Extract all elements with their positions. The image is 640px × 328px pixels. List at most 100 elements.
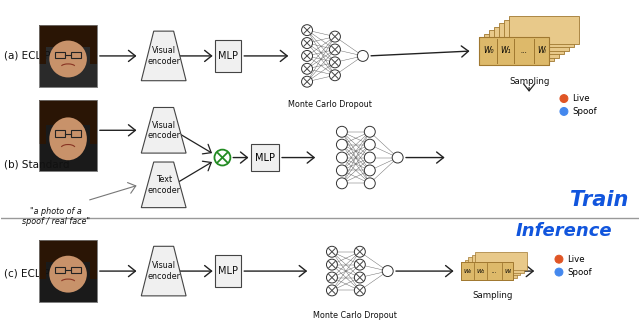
Circle shape [330, 57, 340, 68]
Circle shape [214, 150, 230, 166]
Circle shape [392, 152, 403, 163]
Text: Live: Live [572, 94, 589, 103]
Circle shape [364, 165, 375, 176]
Bar [494, 27, 564, 54]
Bar [39, 25, 97, 87]
Text: ...: ... [492, 269, 497, 274]
Bar [39, 100, 97, 171]
Bar [39, 240, 97, 302]
Circle shape [301, 38, 312, 49]
Circle shape [337, 139, 348, 150]
Text: MLP: MLP [218, 266, 238, 276]
Text: Sampling: Sampling [472, 291, 513, 300]
Bar [39, 251, 46, 279]
Circle shape [355, 285, 365, 296]
Circle shape [355, 246, 365, 257]
Circle shape [301, 51, 312, 61]
Text: W₀: W₀ [464, 269, 472, 274]
Bar [479, 37, 549, 65]
Polygon shape [141, 246, 186, 296]
Circle shape [337, 178, 348, 189]
Text: Monte Carlo Dropout: Monte Carlo Dropout [313, 311, 397, 320]
Circle shape [560, 94, 568, 103]
Text: Text
encoder: Text encoder [147, 175, 180, 195]
Text: Spoof: Spoof [572, 107, 596, 116]
Circle shape [364, 178, 375, 189]
Bar [216, 40, 241, 72]
Text: W₀: W₀ [483, 47, 493, 55]
Bar [55, 51, 65, 58]
Bar [90, 251, 97, 279]
Bar [465, 260, 516, 277]
Text: (b) Standard: (b) Standard [4, 160, 70, 170]
Ellipse shape [49, 117, 87, 160]
Circle shape [364, 126, 375, 137]
Polygon shape [141, 162, 186, 208]
Bar [71, 267, 81, 273]
Bar [90, 112, 97, 144]
Bar [509, 16, 579, 44]
Circle shape [337, 126, 348, 137]
Circle shape [330, 31, 340, 42]
Text: Visual
encoder: Visual encoder [147, 46, 180, 66]
Text: MLP: MLP [255, 153, 275, 163]
Bar [472, 255, 524, 273]
Text: W₁: W₁ [477, 269, 485, 274]
Circle shape [364, 139, 375, 150]
Bar [476, 252, 527, 270]
Bar [39, 100, 97, 125]
Text: Train: Train [570, 190, 628, 210]
Bar [90, 36, 97, 64]
Bar [39, 112, 46, 144]
Bar [55, 130, 65, 137]
Text: W₁: W₁ [500, 47, 511, 55]
Circle shape [555, 255, 563, 263]
Text: Wᵢ: Wᵢ [504, 269, 511, 274]
Bar [55, 267, 65, 273]
Bar [489, 30, 559, 58]
Text: Live: Live [567, 255, 584, 264]
Circle shape [301, 63, 312, 74]
Circle shape [357, 51, 368, 61]
Bar [39, 100, 97, 171]
Bar [39, 240, 97, 262]
Circle shape [355, 259, 365, 270]
Text: ...: ... [520, 47, 527, 55]
Text: Visual
encoder: Visual encoder [147, 121, 180, 140]
Bar [39, 25, 97, 87]
Text: Monte Carlo Dropout: Monte Carlo Dropout [288, 100, 372, 109]
Bar [484, 33, 554, 61]
Bar [39, 240, 97, 302]
Bar [216, 255, 241, 287]
Bar [504, 20, 574, 48]
Ellipse shape [49, 41, 87, 77]
Bar [71, 130, 81, 137]
Circle shape [560, 108, 568, 115]
Text: (c) ECLIPS: (c) ECLIPS [4, 268, 57, 278]
Circle shape [337, 165, 348, 176]
Circle shape [382, 266, 393, 277]
Bar [468, 257, 520, 275]
Text: Sampling: Sampling [509, 77, 549, 86]
Circle shape [364, 152, 375, 163]
Bar [39, 36, 46, 64]
Circle shape [330, 70, 340, 81]
Circle shape [326, 272, 337, 283]
Circle shape [330, 44, 340, 55]
Text: "a photo of a
spoof / real face": "a photo of a spoof / real face" [22, 207, 90, 226]
Circle shape [301, 76, 312, 87]
Text: Wᵢ: Wᵢ [537, 47, 546, 55]
Circle shape [326, 259, 337, 270]
Circle shape [326, 246, 337, 257]
Text: Spoof: Spoof [567, 268, 591, 277]
Circle shape [301, 25, 312, 36]
Circle shape [555, 268, 563, 276]
Bar [71, 51, 81, 58]
Bar [39, 25, 97, 47]
Circle shape [326, 285, 337, 296]
Text: MLP: MLP [218, 51, 238, 61]
Circle shape [355, 272, 365, 283]
Polygon shape [141, 108, 186, 153]
Bar [479, 37, 549, 65]
Bar [461, 262, 513, 280]
